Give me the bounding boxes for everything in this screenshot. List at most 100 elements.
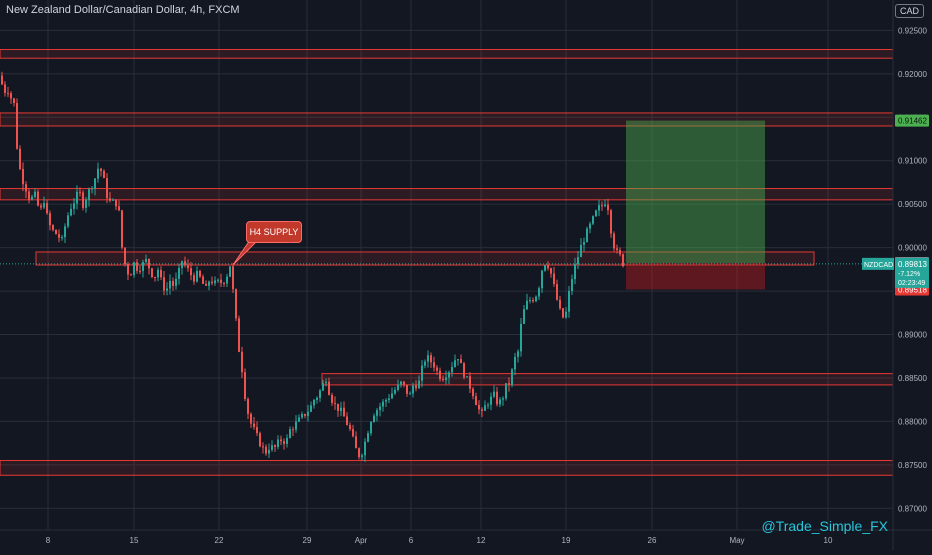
candle-body [151,268,153,277]
candle-body [403,381,405,385]
candle-body [25,184,27,192]
candle-body [304,414,306,416]
current-change-label: -7.12% [898,271,920,278]
candle-body [448,372,450,378]
candle-body [364,441,366,456]
candle-body [337,403,339,411]
candle-body [43,203,45,208]
candle-body [40,205,42,208]
candle-body [139,270,141,272]
price-tick-label: 0.87000 [898,504,927,513]
candle-body [436,367,438,371]
candle-body [199,270,201,277]
stop-price-label: 0.89518 [898,286,927,295]
demand-zone-mid[interactable] [321,373,894,386]
candle-body [202,276,204,284]
candle-body [577,257,579,265]
trade-box[interactable] [0,120,893,290]
candle-body [88,189,90,200]
candle-body [124,247,126,265]
candle-body [622,254,624,267]
candle-body [301,414,303,418]
candle-body [307,411,309,416]
candle-body [589,223,591,229]
candle-body [376,410,378,416]
candle-body [283,441,285,444]
candle-body [541,270,543,289]
candle-body [61,237,63,239]
candle-body [142,262,144,272]
candle-body [373,415,375,423]
candle-body [406,384,408,394]
take-profit-zone[interactable] [626,120,765,264]
candle-body [526,300,528,310]
candle-body [229,266,231,277]
candle-body [121,210,123,248]
candle-body [553,273,555,285]
candle-body [574,264,576,280]
candle-body [571,279,573,291]
candle-body [508,383,510,385]
candle-body [292,429,294,431]
candle-body [397,384,399,390]
candle-body [604,204,606,207]
candle-body [103,170,105,179]
candle-body [31,196,33,200]
candle-body [394,389,396,394]
candle-body [328,381,330,395]
candle-body [367,433,369,442]
candle-body [52,225,54,230]
candle-body [220,279,222,284]
candle-body [22,168,24,185]
time-tick-label: 26 [648,536,657,545]
candle-body [592,216,594,224]
candle-body [325,381,327,384]
candle-body [100,168,102,171]
candle-body [424,361,426,366]
candle-body [232,266,234,290]
candle-body [67,215,69,227]
candle-body [244,372,246,400]
candle-body [214,280,216,284]
candle-body [568,290,570,312]
stop-loss-zone[interactable] [626,263,765,290]
candle-body [469,376,471,389]
supply-zone-top[interactable] [0,49,894,59]
candle-body [370,422,372,434]
candle-body [322,383,324,391]
candle-body [391,393,393,399]
candle-body [529,299,531,301]
h4-supply-callout[interactable]: H4 SUPPLY [246,221,302,243]
bar-countdown-label: 02:23:49 [898,280,925,287]
price-tick-label: 0.89000 [898,331,927,340]
candle-body [7,92,9,94]
candle-body [586,228,588,243]
demand-zone-bottom[interactable] [0,459,894,476]
candle-body [385,399,387,402]
price-tick-label: 0.90500 [898,200,927,209]
candle-body [556,284,558,300]
candle-body [271,445,273,450]
candle-body [76,191,78,204]
time-tick-label: 10 [824,536,833,545]
candle-body [112,199,114,201]
candle-body [4,84,6,93]
candle-body [421,365,423,381]
candle-body [361,455,363,458]
symbol-tag-bg [862,257,894,270]
candle-body [550,268,552,274]
candle-body [511,369,513,385]
candle-body [55,229,57,235]
target-price-label: 0.91462 [898,117,927,126]
time-tick-label: 22 [215,536,224,545]
symbol-tag: NZDCAD [864,262,893,269]
candle-body [454,360,456,367]
candle-body [49,213,51,226]
candle-body [595,210,597,217]
candle-body [28,191,30,200]
candle-body [442,378,444,381]
currency-badge[interactable]: CAD [894,4,924,18]
